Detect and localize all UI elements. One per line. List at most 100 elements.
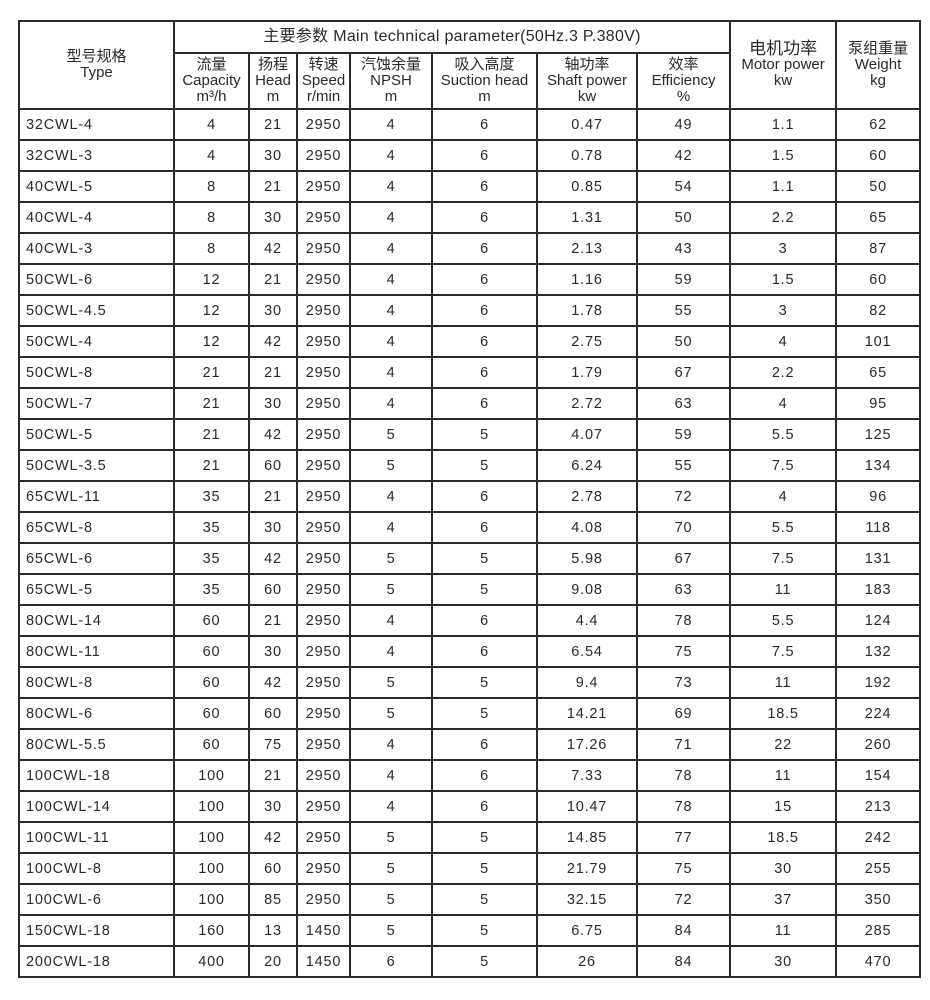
weight-cell: 154 xyxy=(835,759,922,792)
efficiency-header-cn: 效率 xyxy=(668,56,699,73)
type-cell: 50CWL-4 xyxy=(18,325,175,358)
capacity-cell: 100 xyxy=(173,759,250,792)
speed-cell: 2950 xyxy=(296,418,351,451)
capacity-cell: 21 xyxy=(173,449,250,482)
table-row: 50CWL-5 21 42 2950 5 5 4.07 59 5.5 125 xyxy=(18,418,922,451)
head-cell: 21 xyxy=(248,759,298,792)
motor-power-cell: 18.5 xyxy=(729,821,838,854)
speed-cell: 2950 xyxy=(296,139,351,172)
motor-power-cell: 11 xyxy=(729,666,838,699)
weight-cell: 60 xyxy=(835,263,922,296)
suction-head-cell: 6 xyxy=(431,232,538,265)
efficiency-cell: 78 xyxy=(635,604,732,637)
type-cell: 50CWL-6 xyxy=(18,263,175,296)
head-cell: 60 xyxy=(248,449,298,482)
table-row: 65CWL-6 35 42 2950 5 5 5.98 67 7.5 131 xyxy=(18,542,922,575)
capacity-cell: 4 xyxy=(173,139,250,172)
suction-head-cell: 6 xyxy=(431,325,538,358)
efficiency-cell: 50 xyxy=(635,201,732,234)
type-cell: 100CWL-8 xyxy=(18,852,175,885)
capacity-cell: 21 xyxy=(173,387,250,420)
efficiency-cell: 63 xyxy=(635,387,732,420)
npsh-cell: 5 xyxy=(349,666,433,699)
table-row: 150CWL-18 160 13 1450 5 5 6.75 84 11 285 xyxy=(18,914,922,947)
npsh-header: 汽蚀余量 NPSH m xyxy=(349,52,433,110)
weight-cell: 118 xyxy=(835,511,922,544)
capacity-cell: 12 xyxy=(173,263,250,296)
capacity-cell: 60 xyxy=(173,666,250,699)
shaft-power-cell: 9.4 xyxy=(536,666,638,699)
motor-power-cell: 11 xyxy=(729,759,838,792)
shaft-power-cell: 21.79 xyxy=(536,852,638,885)
table-row: 80CWL-14 60 21 2950 4 6 4.4 78 5.5 124 xyxy=(18,604,922,637)
speed-cell: 2950 xyxy=(296,449,351,482)
type-cell: 40CWL-5 xyxy=(18,170,175,203)
shaft-power-cell: 4.08 xyxy=(536,511,638,544)
speed-cell: 2950 xyxy=(296,511,351,544)
npsh-cell: 6 xyxy=(349,945,433,978)
npsh-header-en: NPSH xyxy=(370,72,412,89)
type-cell: 200CWL-18 xyxy=(18,945,175,978)
weight-cell: 62 xyxy=(835,108,922,141)
type-cell: 65CWL-5 xyxy=(18,573,175,606)
speed-header-en: Speed xyxy=(301,72,346,89)
capacity-cell: 35 xyxy=(173,542,250,575)
motor-header-unit: kw xyxy=(773,72,793,89)
table-row: 32CWL-3 4 30 2950 4 6 0.78 42 1.5 60 xyxy=(18,139,922,172)
type-header-en: Type xyxy=(80,64,113,81)
npsh-cell: 4 xyxy=(349,511,433,544)
speed-cell: 2950 xyxy=(296,387,351,420)
head-cell: 21 xyxy=(248,170,298,203)
type-cell: 80CWL-5.5 xyxy=(18,728,175,761)
shaft-power-cell: 6.24 xyxy=(536,449,638,482)
efficiency-cell: 54 xyxy=(635,170,732,203)
capacity-cell: 100 xyxy=(173,883,250,916)
npsh-cell: 4 xyxy=(349,790,433,823)
capacity-cell: 4 xyxy=(173,108,250,141)
motor-power-cell: 18.5 xyxy=(729,697,838,730)
suction-head-header-unit: m xyxy=(478,88,491,105)
table-row: 100CWL-8 100 60 2950 5 5 21.79 75 30 255 xyxy=(18,852,922,885)
capacity-cell: 160 xyxy=(173,914,250,947)
suction-head-cell: 6 xyxy=(431,728,538,761)
weight-header-cn: 泵组重量 xyxy=(848,40,909,57)
capacity-cell: 100 xyxy=(173,821,250,854)
speed-cell: 2950 xyxy=(296,170,351,203)
type-cell: 50CWL-4.5 xyxy=(18,294,175,327)
efficiency-cell: 69 xyxy=(635,697,732,730)
shaft-power-cell: 2.72 xyxy=(536,387,638,420)
type-cell: 32CWL-4 xyxy=(18,108,175,141)
head-cell: 21 xyxy=(248,263,298,296)
shaft-power-cell: 1.79 xyxy=(536,356,638,389)
suction-head-cell: 6 xyxy=(431,170,538,203)
type-cell: 150CWL-18 xyxy=(18,914,175,947)
head-cell: 60 xyxy=(248,697,298,730)
suction-head-header-cn: 吸入高度 xyxy=(454,56,515,73)
suction-head-cell: 6 xyxy=(431,759,538,792)
npsh-cell: 4 xyxy=(349,387,433,420)
capacity-cell: 100 xyxy=(173,852,250,885)
efficiency-header-en: Efficiency xyxy=(651,72,716,89)
efficiency-cell: 59 xyxy=(635,418,732,451)
speed-header-cn: 转速 xyxy=(308,56,339,73)
suction-head-cell: 6 xyxy=(431,201,538,234)
shaft-power-cell: 2.75 xyxy=(536,325,638,358)
suction-head-cell: 6 xyxy=(431,294,538,327)
head-cell: 20 xyxy=(248,945,298,978)
efficiency-cell: 75 xyxy=(635,635,732,668)
efficiency-cell: 55 xyxy=(635,294,732,327)
shaft-power-header: 轴功率 Shaft power kw xyxy=(536,52,638,110)
npsh-cell: 4 xyxy=(349,604,433,637)
npsh-cell: 4 xyxy=(349,139,433,172)
npsh-cell: 5 xyxy=(349,821,433,854)
suction-head-cell: 5 xyxy=(431,449,538,482)
speed-cell: 2950 xyxy=(296,759,351,792)
head-cell: 21 xyxy=(248,480,298,513)
weight-cell: 183 xyxy=(835,573,922,606)
type-cell: 100CWL-6 xyxy=(18,883,175,916)
shaft-power-cell: 4.07 xyxy=(536,418,638,451)
weight-cell: 65 xyxy=(835,201,922,234)
type-cell: 40CWL-3 xyxy=(18,232,175,265)
motor-power-cell: 3 xyxy=(729,294,838,327)
motor-header-cn: 电机功率 xyxy=(749,39,818,58)
